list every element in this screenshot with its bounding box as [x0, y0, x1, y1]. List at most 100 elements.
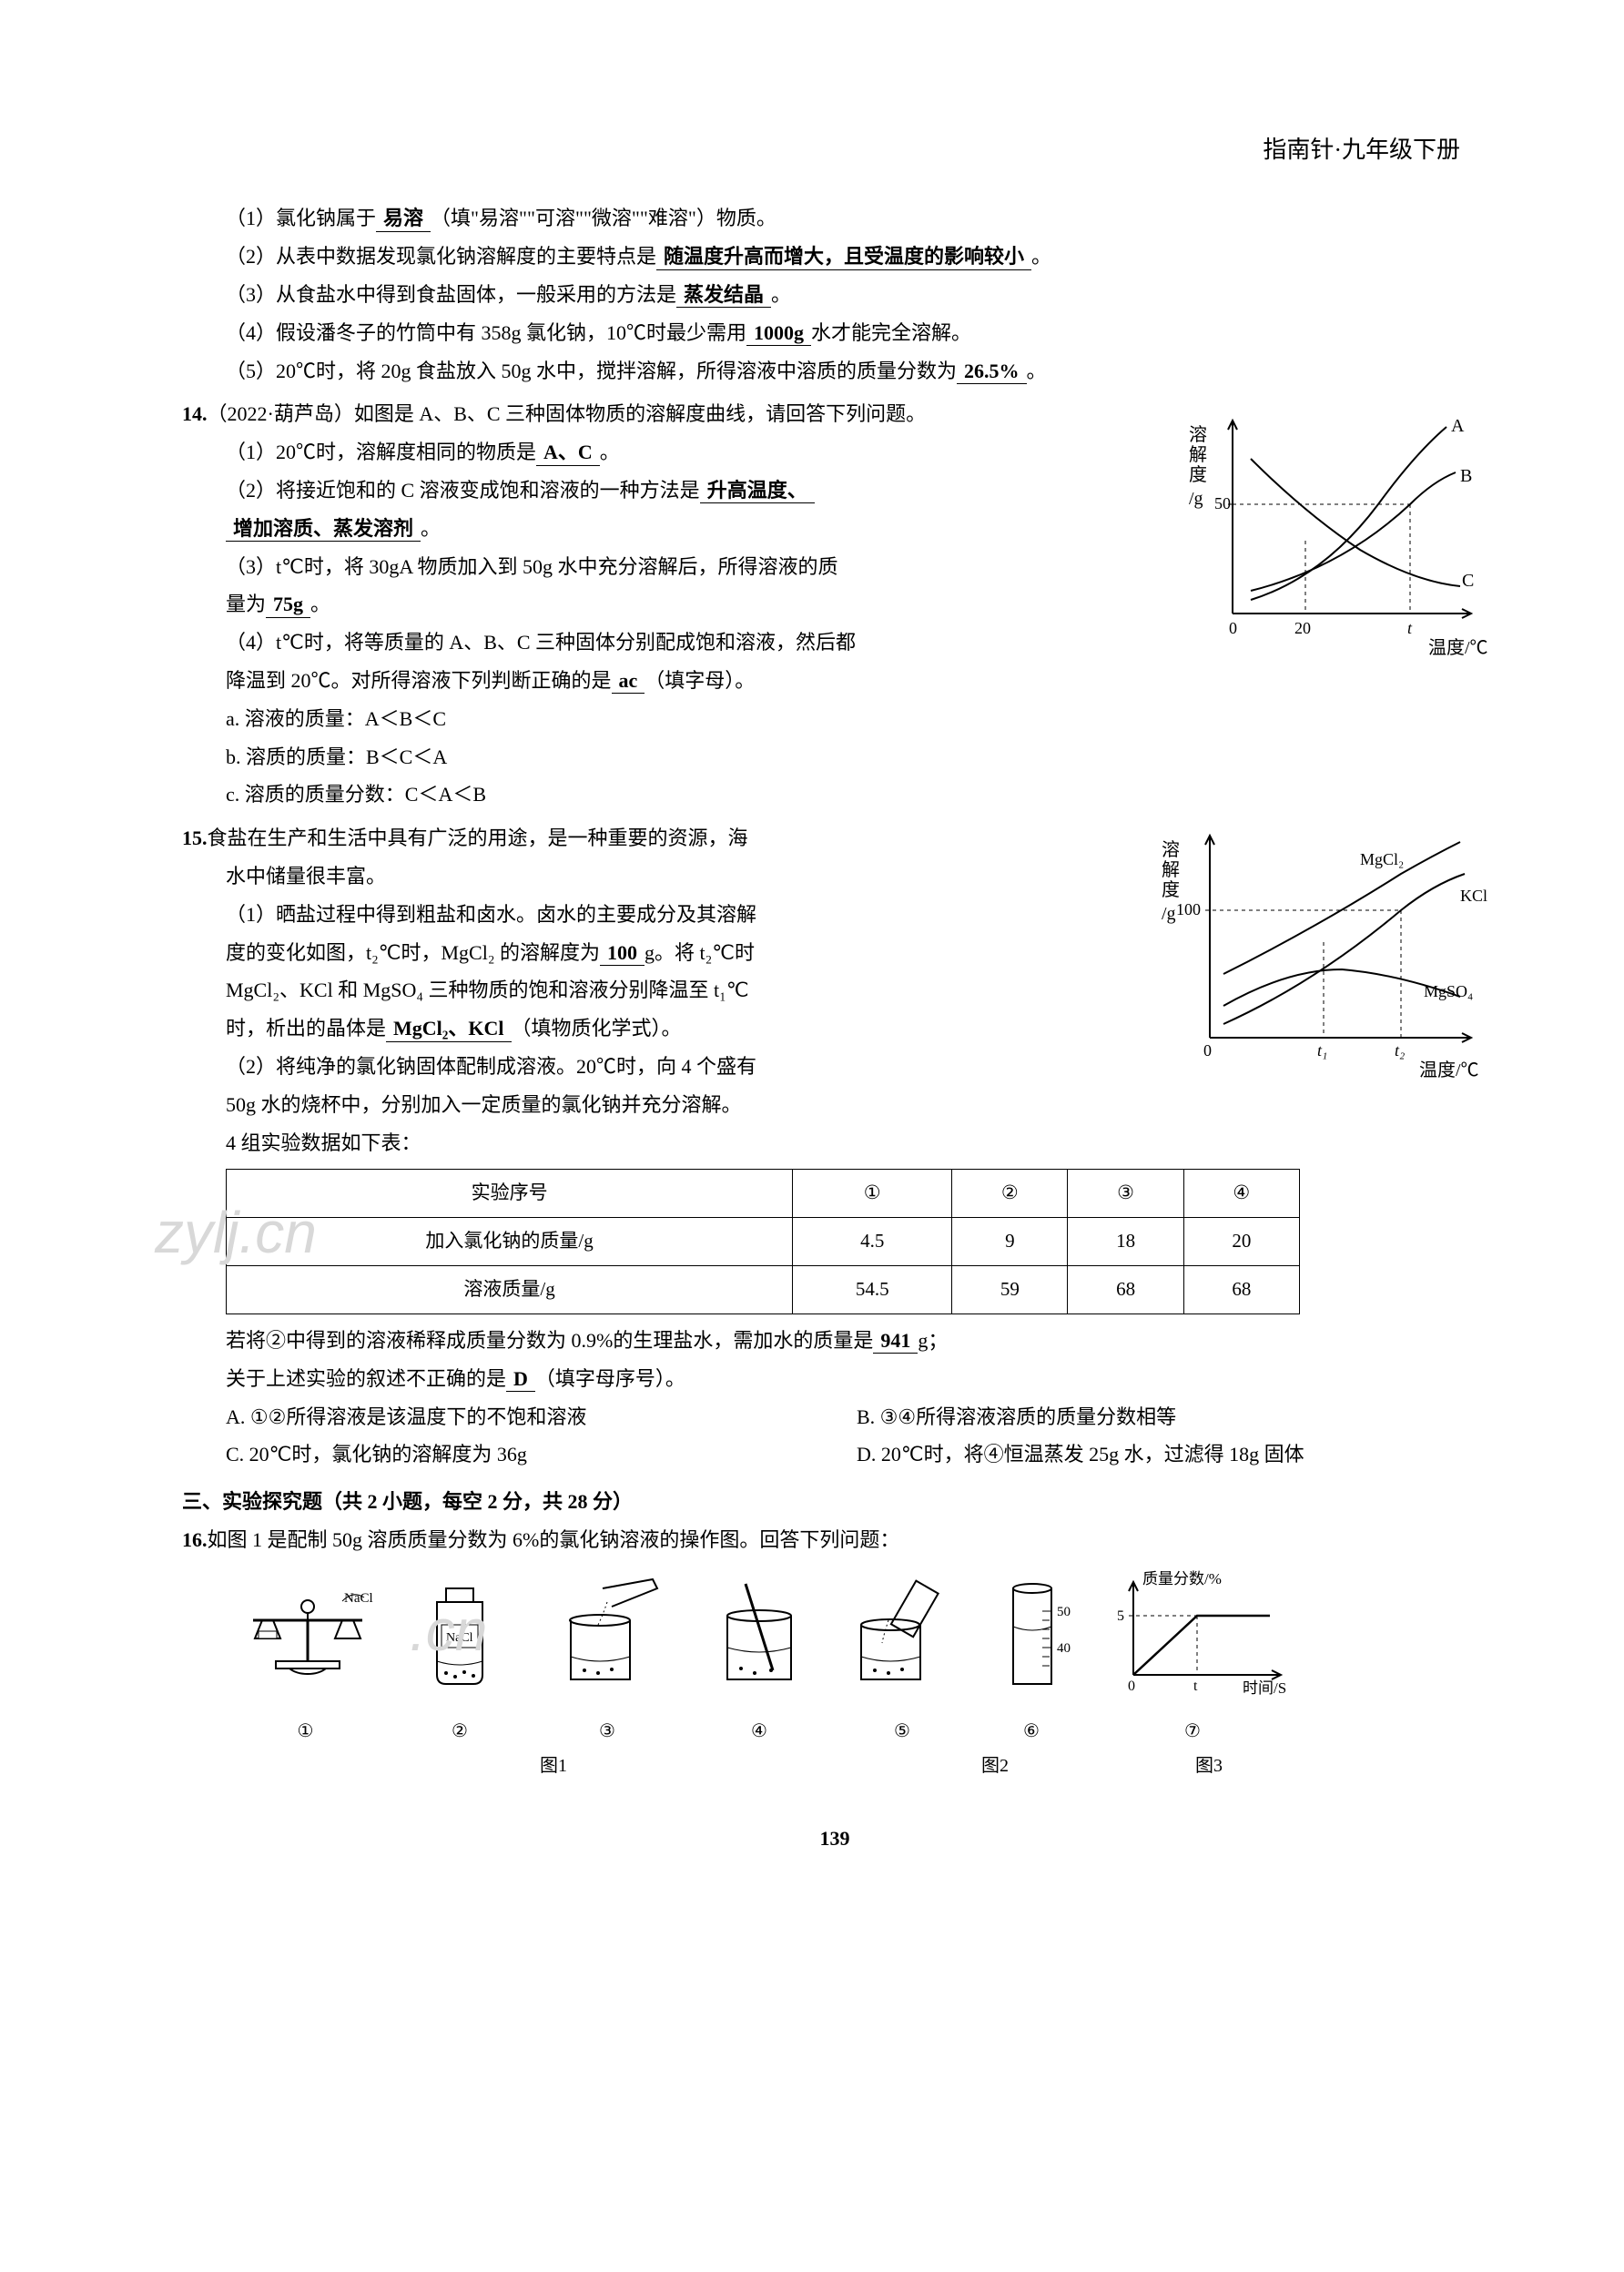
svg-text:5: 5 [1117, 1608, 1124, 1624]
fig-num-5: ⑤ [838, 1714, 966, 1749]
stir-icon [700, 1570, 818, 1702]
q13-5a: （5）20℃时，将 20g 食盐放入 50g 水中，搅拌溶解，所得溶液中溶质的质… [226, 360, 957, 382]
q13-3-blank: 蒸发结晶 [676, 283, 771, 308]
td: 68 [1183, 1266, 1299, 1314]
svg-text:/g: /g [1189, 489, 1203, 509]
q14-3-blank: 75g [266, 593, 310, 617]
q13-2-blank: 随温度升高而增大，且受温度的影响较小 [656, 245, 1031, 269]
q14-4-blank: ac [612, 669, 645, 694]
q15-1b: 度的变化如图，t₂℃时，MgCl₂ 的溶解度为 [226, 941, 600, 964]
bottle-icon: NaCl [405, 1570, 514, 1702]
q14-1a: （1）20℃时，溶解度相同的物质是 [226, 441, 536, 463]
q15-1-blank2: MgCl₂、KCl [386, 1017, 511, 1041]
svg-text:0: 0 [1128, 1679, 1135, 1694]
q15-2c: 4 组实验数据如下表： [182, 1124, 1487, 1162]
svg-text:t: t [1407, 619, 1413, 637]
question-16: .cn 16.如图 1 是配制 50g 溶质质量分数为 6%的氯化钠溶液的操作图… [182, 1521, 1487, 1783]
solubility-graph-salts: 溶 解 度 /g 100 MgCl₂ KCl MgSO₄ 0 t₁ t₂ 温度/… [1151, 819, 1487, 1083]
q15-1a: （1）晒盐过程中得到粗盐和卤水。卤水的主要成分及其溶解 [182, 896, 938, 934]
fig-pour: ③ [534, 1570, 680, 1749]
th: ③ [1068, 1170, 1183, 1218]
q14-1-blank: A、C [536, 441, 600, 465]
q15-stem-b: 水中储量很丰富。 [182, 857, 938, 896]
svg-text:时间/S: 时间/S [1243, 1679, 1286, 1697]
svg-text:t: t [1193, 1679, 1198, 1694]
measure-icon: 50 40 [986, 1570, 1077, 1702]
q14-3c: 。 [310, 593, 330, 615]
q13-2b: 。 [1031, 245, 1051, 268]
q15-1d: MgCl₂、KCl 和 MgSO₄ 三种物质的饱和溶液分别降温至 t₁℃ [182, 971, 938, 1009]
th: ② [952, 1170, 1068, 1218]
svg-text:100: 100 [1176, 900, 1201, 918]
q16-stem: 如图 1 是配制 50g 溶质质量分数为 6%的氯化钠溶液的操作图。回答下列问题… [208, 1528, 900, 1551]
q15-table: 实验序号 ① ② ③ ④ 加入氯化钠的质量/g 4.5 9 18 20 溶液质量… [226, 1169, 1300, 1314]
td: 68 [1068, 1266, 1183, 1314]
td: 18 [1068, 1218, 1183, 1266]
q13-5b: 。 [1027, 360, 1047, 382]
q15-opt-D: D. 20℃时，将④恒温蒸发 25g 水，过滤得 18g 固体 [857, 1435, 1487, 1474]
svg-text:温度/℃: 温度/℃ [1419, 1060, 1479, 1080]
q13-1a: （1）氯化钠属于 [226, 207, 376, 229]
book-header: 指南针·九年级下册 [182, 127, 1487, 172]
q14-graph: 溶 解 度 /g 50 A B C 0 20 t 温度/℃ [1178, 404, 1487, 672]
q14-3a: （3）t℃时，将 30gA 物质加入到 50g 水中充分溶解后，所得溶液的质 [226, 555, 838, 578]
td: 20 [1183, 1218, 1299, 1266]
q15-1f: （填物质化学式）。 [512, 1017, 682, 1040]
q13-4a: （4）假设潘冬子的竹筒中有 358g 氯化钠，10℃时最少需用 [226, 321, 746, 344]
question-15: 溶 解 度 /g 100 MgCl₂ KCl MgSO₄ 0 t₁ t₂ 温度/… [182, 819, 1487, 1474]
td: 54.5 [793, 1266, 952, 1314]
table-header-row: 实验序号 ① ② ③ ④ [227, 1170, 1300, 1218]
solubility-graph-abc: 溶 解 度 /g 50 A B C 0 20 t 温度/℃ [1178, 404, 1487, 659]
fig-cylinder: ⑤ [838, 1570, 966, 1749]
svg-text:质量分数/%: 质量分数/% [1142, 1570, 1222, 1587]
fig-stir: ④ [700, 1570, 818, 1749]
section-3-heading: 三、实验探究题（共 2 小题，每空 2 分，共 28 分） [182, 1483, 1487, 1521]
svg-text:50: 50 [1214, 494, 1231, 512]
q14-2-blank1: 升高温度、 [700, 479, 815, 503]
q15-1e: 时，析出的晶体是 [226, 1017, 386, 1040]
q15-3-blank: 941 [873, 1329, 918, 1354]
q15-3b: g； [918, 1329, 948, 1352]
q15-opt-C: C. 20℃时，氯化钠的溶解度为 36g [226, 1435, 857, 1474]
q15-3a: 若将②中得到的溶液稀释成质量分数为 0.9%的生理盐水，需加水的质量是 [226, 1329, 873, 1352]
q13-3a: （3）从食盐水中得到食盐固体，一般采用的方法是 [226, 283, 676, 306]
q15-num: 15. [182, 827, 208, 849]
q14-4b: 降温到 20℃。对所得溶液下列判断正确的是 [226, 669, 612, 692]
q14-3b: 量为 [226, 593, 266, 615]
q15-2a: （2）将纯净的氯化钠固体配制成溶液。20℃时，向 4 个盛有 [182, 1048, 938, 1086]
q15-options: A. ①②所得溶液是该温度下的不饱和溶液 B. ③④所得溶液溶质的质量分数相等 … [182, 1398, 1487, 1475]
q14-opt-b: b. 溶质的质量：B＜C＜A [182, 738, 983, 776]
table-row: 溶液质量/g 54.5 59 68 68 [227, 1266, 1300, 1314]
svg-text:NaCl: NaCl [344, 1591, 373, 1606]
cylinder-icon [838, 1570, 966, 1702]
q15-4a: 关于上述实验的叙述不正确的是 [226, 1367, 506, 1390]
q14-stem: （2022·葫芦岛）如图是 A、B、C 三种固体物质的溶解度曲线，请回答下列问题… [208, 402, 927, 425]
balance-icon: NaCl [226, 1570, 385, 1702]
q13-4-blank: 1000g [746, 321, 811, 346]
fig-bottle: NaCl ② [405, 1570, 514, 1749]
td: 溶液质量/g [227, 1266, 793, 1314]
q15-stem-a: 食盐在生产和生活中具有广泛的用途，是一种重要的资源，海 [208, 827, 748, 849]
svg-text:解: 解 [1189, 444, 1207, 465]
svg-text:0: 0 [1203, 1041, 1212, 1060]
th: 实验序号 [227, 1170, 793, 1218]
fig-graph3: 质量分数/% 时间/S 5 0 t ⑦ [1097, 1570, 1288, 1749]
svg-text:解: 解 [1162, 859, 1180, 880]
q14-1b: 。 [600, 441, 620, 463]
mass-fraction-graph: 质量分数/% 时间/S 5 0 t [1097, 1570, 1288, 1702]
figure-row: NaCl ① NaCl ② [182, 1570, 1487, 1749]
td: 加入氯化钠的质量/g [227, 1218, 793, 1266]
fig-num-3: ③ [534, 1714, 680, 1749]
th: ① [793, 1170, 952, 1218]
q15-4b: （填字母序号）。 [535, 1367, 685, 1390]
q15-4-blank: D [506, 1367, 535, 1392]
fig-cap-1: 图1 [226, 1749, 881, 1783]
q15-opt-A: A. ①②所得溶液是该温度下的不饱和溶液 [226, 1398, 857, 1436]
svg-text:温度/℃: 温度/℃ [1428, 637, 1487, 658]
fig-num-7: ⑦ [1097, 1714, 1288, 1749]
svg-text:度: 度 [1189, 464, 1207, 485]
svg-text:20: 20 [1294, 619, 1311, 637]
svg-text:/g: /g [1162, 904, 1176, 924]
svg-text:0: 0 [1229, 619, 1237, 637]
q15-1c: g。将 t₂℃时 [645, 941, 755, 964]
